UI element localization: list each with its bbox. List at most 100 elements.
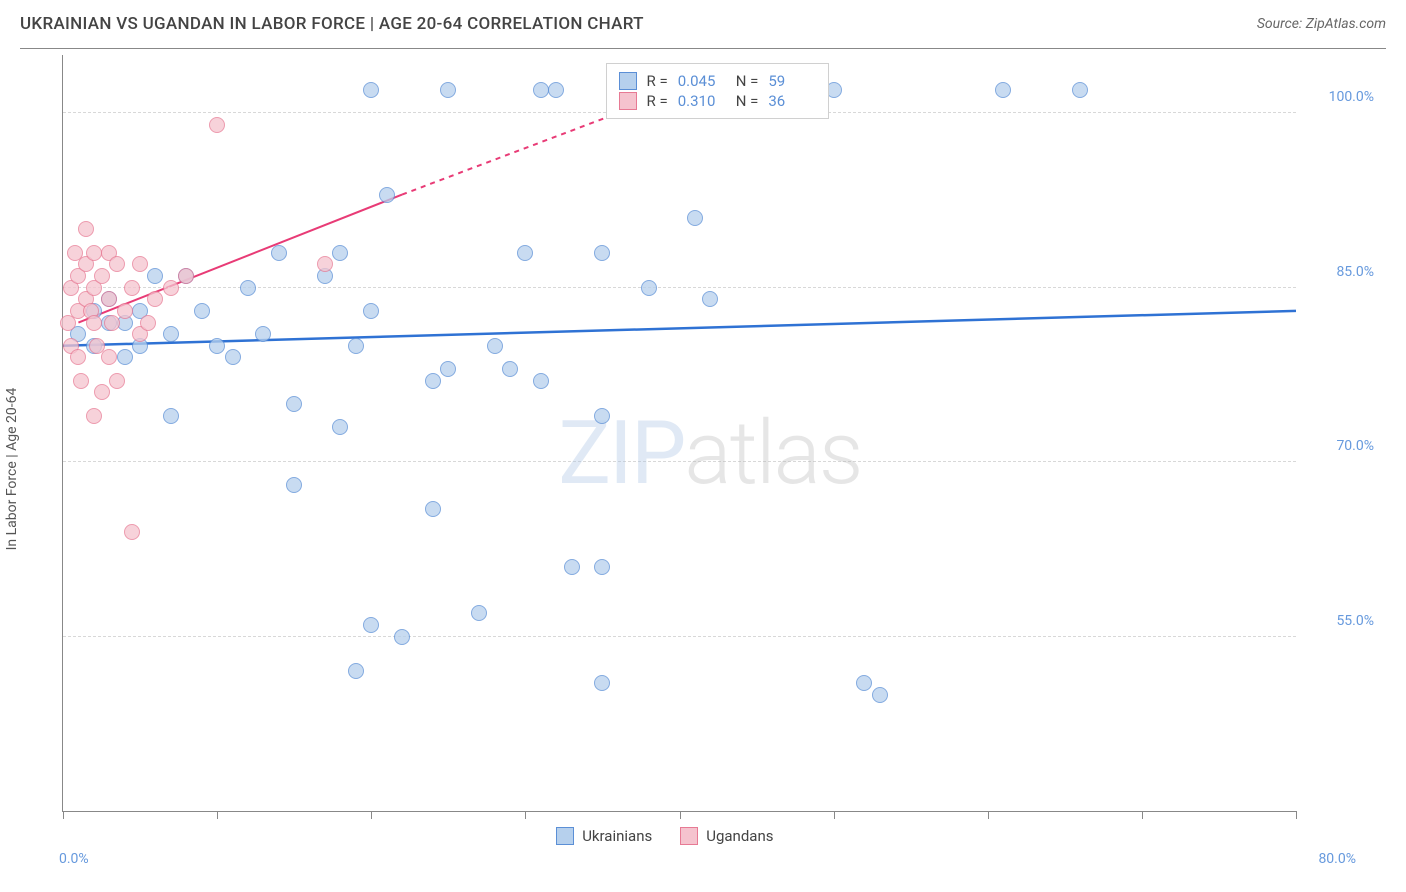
legend-text: N = xyxy=(736,72,759,90)
data-point xyxy=(487,338,503,354)
legend-swatch xyxy=(680,827,698,845)
data-point xyxy=(363,303,379,319)
x-tick xyxy=(525,811,526,819)
data-point xyxy=(425,373,441,389)
legend-row: R = 0.310 N = 36 xyxy=(619,92,817,110)
x-tick xyxy=(371,811,372,819)
data-point xyxy=(101,349,117,365)
data-point xyxy=(271,245,287,261)
x-tick xyxy=(1142,811,1143,819)
data-point xyxy=(332,245,348,261)
data-point xyxy=(163,280,179,296)
data-point xyxy=(255,326,271,342)
y-tick-label: 70.0% xyxy=(1336,438,1374,454)
x-tick-label: 0.0% xyxy=(59,851,89,867)
data-point xyxy=(502,361,518,377)
x-tick xyxy=(217,811,218,819)
data-point xyxy=(332,419,348,435)
legend-text: N = xyxy=(736,92,759,110)
data-point xyxy=(209,117,225,133)
data-point xyxy=(317,256,333,272)
legend-swatch xyxy=(619,72,637,90)
data-point xyxy=(94,268,110,284)
data-point xyxy=(687,210,703,226)
legend-label: Ugandans xyxy=(706,827,773,845)
legend-swatch xyxy=(619,92,637,110)
data-point xyxy=(533,373,549,389)
data-point xyxy=(78,221,94,237)
gridline xyxy=(63,636,1296,637)
data-point xyxy=(286,396,302,412)
data-point xyxy=(86,408,102,424)
y-axis-label: In Labor Force | Age 20-64 xyxy=(4,387,20,550)
series-legend: Ukrainians Ugandans xyxy=(556,827,773,845)
data-point xyxy=(101,291,117,307)
data-point xyxy=(147,268,163,284)
data-point xyxy=(178,268,194,284)
legend-text: R = xyxy=(647,72,668,90)
legend-value: 59 xyxy=(768,72,816,90)
data-point xyxy=(147,291,163,307)
x-tick-label: 80.0% xyxy=(1318,851,1356,867)
data-point xyxy=(594,408,610,424)
data-point xyxy=(517,245,533,261)
legend-text: R = xyxy=(647,92,668,110)
data-point xyxy=(363,82,379,98)
data-point xyxy=(86,245,102,261)
data-point xyxy=(1072,82,1088,98)
data-point xyxy=(594,559,610,575)
data-point xyxy=(194,303,210,319)
data-point xyxy=(286,477,302,493)
data-point xyxy=(995,82,1011,98)
data-point xyxy=(132,256,148,272)
correlation-legend: R = 0.045 N = 59 R = 0.310 N = 36 xyxy=(606,63,830,119)
legend-item: Ugandans xyxy=(680,827,773,845)
data-point xyxy=(348,338,364,354)
data-point xyxy=(348,663,364,679)
x-tick xyxy=(63,811,64,819)
y-tick-label: 55.0% xyxy=(1336,613,1374,629)
legend-swatch xyxy=(556,827,574,845)
data-point xyxy=(872,687,888,703)
legend-value: 0.310 xyxy=(678,92,726,110)
data-point xyxy=(209,338,225,354)
data-point xyxy=(394,629,410,645)
data-point xyxy=(594,245,610,261)
data-point xyxy=(440,361,456,377)
data-point xyxy=(641,280,657,296)
legend-value: 0.045 xyxy=(678,72,726,90)
data-point xyxy=(86,315,102,331)
data-point xyxy=(548,82,564,98)
legend-item: Ukrainians xyxy=(556,827,652,845)
data-point xyxy=(225,349,241,365)
data-point xyxy=(440,82,456,98)
x-tick xyxy=(680,811,681,819)
data-point xyxy=(594,675,610,691)
data-point xyxy=(564,559,580,575)
data-point xyxy=(70,349,86,365)
data-point xyxy=(109,373,125,389)
x-tick xyxy=(988,811,989,819)
data-point xyxy=(363,617,379,633)
legend-row: R = 0.045 N = 59 xyxy=(619,72,817,90)
data-point xyxy=(73,373,89,389)
data-point xyxy=(240,280,256,296)
data-point xyxy=(163,408,179,424)
gridline xyxy=(63,461,1296,462)
source-label: Source: ZipAtlas.com xyxy=(1257,16,1386,32)
y-tick-label: 100.0% xyxy=(1329,89,1374,105)
legend-value: 36 xyxy=(768,92,816,110)
data-point xyxy=(140,315,156,331)
data-point xyxy=(379,187,395,203)
plot-area: ZIPatlas R =0.045N =59R =0.310N =36 Ukra… xyxy=(62,55,1296,812)
data-point xyxy=(104,315,120,331)
chart-title: UKRAINIAN VS UGANDAN IN LABOR FORCE | AG… xyxy=(20,14,644,34)
y-tick-label: 85.0% xyxy=(1336,264,1374,280)
data-point xyxy=(856,675,872,691)
legend-label: Ukrainians xyxy=(582,827,652,845)
data-point xyxy=(471,605,487,621)
data-point xyxy=(117,303,133,319)
data-point xyxy=(702,291,718,307)
data-point xyxy=(124,280,140,296)
data-point xyxy=(425,501,441,517)
